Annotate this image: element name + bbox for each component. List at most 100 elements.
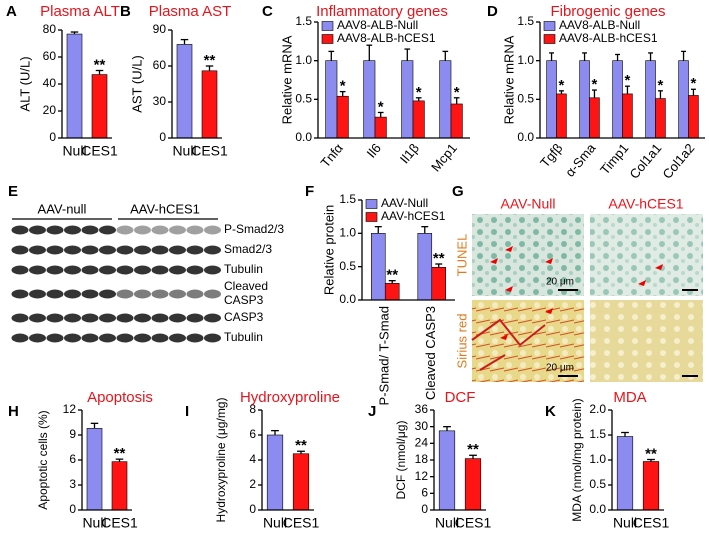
- band: [64, 289, 81, 299]
- band: [46, 333, 64, 343]
- y-axis-label: Apoptotic cells (%): [36, 410, 50, 509]
- column-label: AAV-Null: [501, 196, 556, 212]
- band: [134, 313, 151, 323]
- band: [81, 313, 99, 323]
- significance: *: [454, 84, 460, 101]
- band: [11, 333, 29, 343]
- band: [116, 225, 134, 235]
- significance: *: [658, 77, 664, 94]
- x-tick-label: α-Sma: [562, 140, 599, 180]
- band: [204, 225, 221, 235]
- y-tick-label: 1.5: [589, 427, 606, 441]
- band: [204, 245, 221, 255]
- bar: [579, 60, 590, 139]
- band: [81, 225, 99, 235]
- panel-letter: D: [487, 3, 498, 20]
- x-tick-label: Null: [263, 515, 287, 531]
- bar: [612, 60, 623, 139]
- group-label: AAV-null: [38, 201, 87, 216]
- band: [134, 225, 151, 235]
- band: [81, 333, 99, 343]
- band: [186, 333, 204, 343]
- y-axis-label: Relative mRNA: [501, 35, 516, 124]
- scale-label: 20 μm: [546, 277, 574, 288]
- chart-title: DCF: [445, 389, 476, 406]
- bar: [91, 74, 108, 139]
- x-tick-label: CES1: [633, 515, 670, 531]
- band-label: Cleaved: [224, 279, 268, 293]
- bar: [384, 283, 400, 301]
- bar: [546, 60, 557, 139]
- x-tick-label: CES1: [81, 143, 118, 159]
- band: [134, 333, 151, 343]
- x-tick-label: Null: [82, 515, 106, 531]
- significance: *: [559, 77, 565, 94]
- significance: **: [467, 441, 479, 458]
- band: [81, 265, 99, 275]
- legend-label: AAV8-ALB-Null: [559, 18, 640, 32]
- legend-label: AAV-Null: [381, 196, 428, 210]
- band: [29, 333, 46, 343]
- western-blot: E AAV-null AAV-hCES1 P-Smad2/3 Smad2/3 Tub…: [8, 183, 284, 344]
- column-label: AAV-hCES1: [608, 196, 683, 212]
- band: [99, 225, 116, 235]
- y-tick-label: 0: [49, 130, 56, 144]
- band: [64, 245, 81, 255]
- row-label: Sirius red: [454, 314, 469, 369]
- band: [64, 333, 81, 343]
- significance: *: [691, 75, 697, 92]
- band: [169, 225, 186, 235]
- y-tick-label: 1.0: [517, 53, 534, 67]
- panel-letter: G: [452, 183, 464, 200]
- y-tick-label: 12: [415, 469, 429, 483]
- bar: [642, 461, 660, 511]
- legend-swatch: [321, 21, 334, 31]
- y-tick-label: 6: [249, 427, 256, 441]
- y-tick-label: 60: [153, 58, 167, 72]
- panel-letter: E: [8, 183, 18, 200]
- band: [29, 265, 46, 275]
- band: [151, 245, 169, 255]
- panel-letter: C: [262, 3, 273, 20]
- band: [64, 313, 81, 323]
- band-label: Tubulin: [224, 262, 263, 276]
- group-label: AAV-hCES1: [130, 201, 200, 216]
- band: [11, 245, 29, 255]
- x-tick-label: CES1: [191, 143, 228, 159]
- y-tick-label: 0.0: [295, 130, 312, 144]
- chart-title: Fibrogenic genes: [550, 3, 665, 20]
- significance: *: [592, 76, 598, 93]
- panel-letter: A: [6, 3, 17, 20]
- band: [11, 265, 29, 275]
- bar: [336, 95, 349, 139]
- band: [204, 289, 221, 299]
- panel-letter: B: [120, 3, 131, 20]
- bar: [86, 428, 103, 511]
- panel-letter: J: [368, 403, 376, 420]
- y-tick-label: 80: [43, 22, 57, 36]
- significance: **: [94, 56, 106, 73]
- band: [29, 225, 46, 235]
- band: [186, 265, 204, 275]
- bar: [412, 100, 425, 139]
- panel-letter: I: [185, 403, 189, 420]
- y-tick-label: 6: [69, 452, 76, 466]
- legend-swatch: [543, 21, 556, 31]
- band: [134, 265, 151, 275]
- band: [169, 265, 186, 275]
- significance: **: [386, 267, 398, 284]
- band: [29, 245, 46, 255]
- band: [116, 265, 134, 275]
- bar: [645, 60, 656, 139]
- bar: [370, 233, 386, 301]
- y-tick-label: 60: [43, 49, 57, 63]
- band: [169, 289, 186, 299]
- scale-label: 20 μm: [546, 363, 574, 374]
- band: [29, 289, 46, 299]
- band-label: P-Smad2/3: [224, 222, 284, 236]
- significance: **: [114, 445, 126, 462]
- band: [204, 333, 221, 343]
- band-label: CASP3: [224, 293, 264, 307]
- bar: [450, 103, 463, 139]
- legend-label: AAV8-ALB-hCES1: [337, 31, 436, 45]
